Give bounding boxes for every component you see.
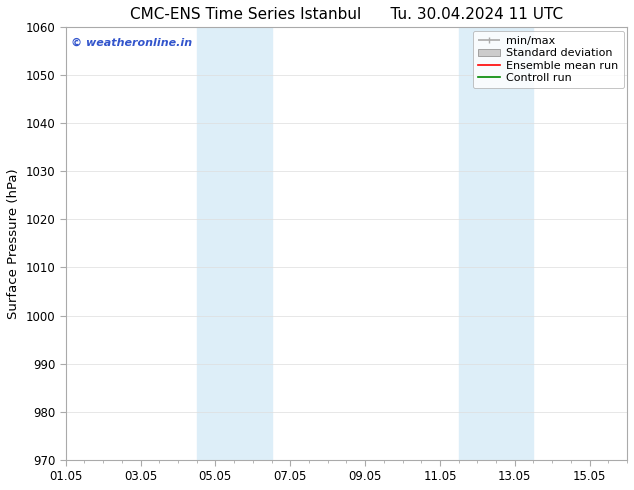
Y-axis label: Surface Pressure (hPa): Surface Pressure (hPa) — [7, 168, 20, 319]
Bar — [458, 27, 533, 460]
Title: CMC-ENS Time Series Istanbul      Tu. 30.04.2024 11 UTC: CMC-ENS Time Series Istanbul Tu. 30.04.2… — [130, 7, 563, 22]
Bar — [197, 27, 271, 460]
Legend: min/max, Standard deviation, Ensemble mean run, Controll run: min/max, Standard deviation, Ensemble me… — [472, 30, 624, 88]
Text: © weatheronline.in: © weatheronline.in — [71, 38, 192, 48]
